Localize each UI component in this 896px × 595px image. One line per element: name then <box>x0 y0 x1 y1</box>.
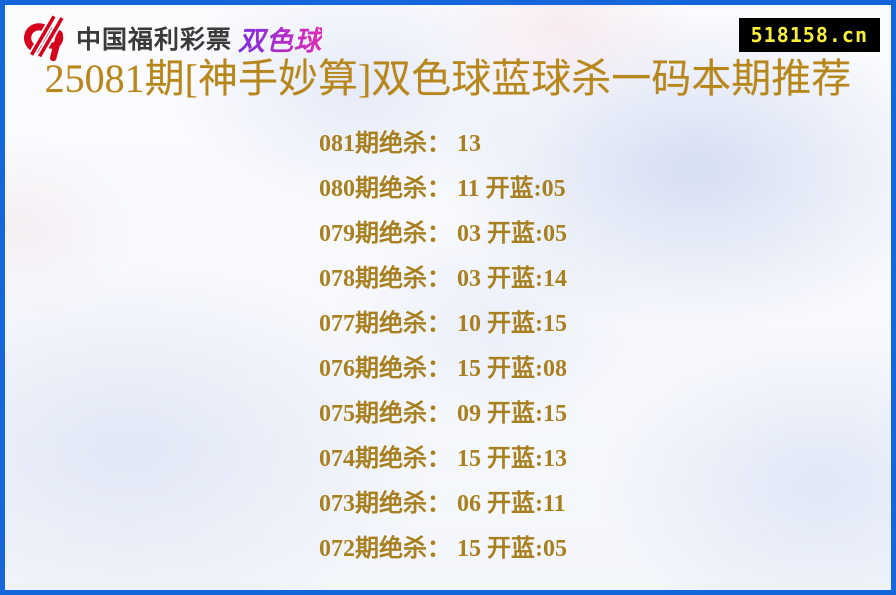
page-title: 25081期[神手妙算]双色球蓝球杀一码本期推荐 <box>44 56 852 101</box>
china-welfare-lottery-icon <box>23 15 66 61</box>
record-row: 076期绝杀： 15 开蓝:08 <box>319 356 567 382</box>
record-row: 075期绝杀： 09 开蓝:15 <box>319 401 567 427</box>
site-logo[interactable]: 中国福利彩票 双色球 <box>22 15 322 61</box>
records-list: 081期绝杀： 13 080期绝杀： 11 开蓝:05 079期绝杀： 03 开蓝:… <box>319 122 577 572</box>
record-row: 074期绝杀： 15 开蓝:13 <box>319 446 567 472</box>
site-badge[interactable]: 518158.cn <box>738 18 880 52</box>
record-row: 079期绝杀： 03 开蓝:05 <box>319 221 567 247</box>
logo-brand-text: 双色球 <box>238 19 322 58</box>
logo-org-text: 中国福利彩票 <box>76 26 233 54</box>
record-row: 078期绝杀： 03 开蓝:14 <box>319 266 567 292</box>
record-row: 081期绝杀： 13 <box>319 131 481 157</box>
records-section: 081期绝杀： 13 080期绝杀： 11 开蓝:05 079期绝杀： 03 开蓝:… <box>5 122 891 572</box>
record-row: 077期绝杀： 10 开蓝:15 <box>319 311 567 337</box>
record-row: 072期绝杀： 15 开蓝:05 <box>319 536 567 562</box>
record-row: 080期绝杀： 11 开蓝:05 <box>319 176 566 202</box>
record-row: 073期绝杀： 06 开蓝:11 <box>319 491 566 517</box>
